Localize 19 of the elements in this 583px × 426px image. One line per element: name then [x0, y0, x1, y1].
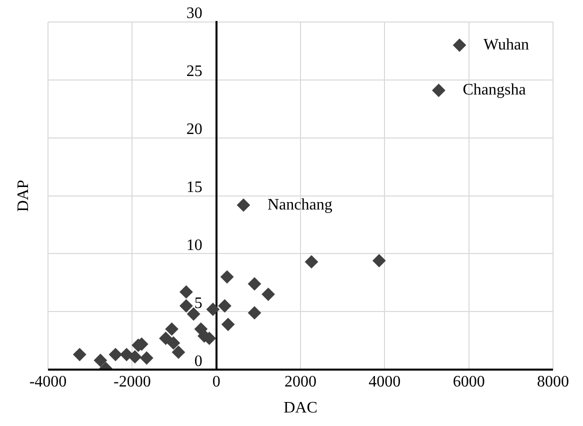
y-tick-label: 5	[194, 294, 202, 312]
y-tick-label: 15	[186, 179, 202, 196]
annotation: Changsha	[462, 82, 526, 99]
y-tick-label: 0	[194, 352, 202, 370]
y-tick-label: 30	[186, 5, 202, 22]
x-tick-label: -2000	[114, 373, 151, 390]
y-tick-label: 10	[186, 236, 202, 254]
y-axis-title: DAP	[15, 180, 32, 212]
y-tick-label: 25	[186, 63, 202, 80]
x-axis-title: DAC	[284, 400, 318, 417]
x-tick-label: 4000	[368, 373, 401, 390]
annotation: Nanchang	[267, 196, 332, 214]
y-tick-label: 20	[186, 121, 202, 138]
x-tick-label: 8000	[537, 373, 569, 390]
x-tick-label: 2000	[284, 373, 316, 390]
annotation: Wuhan	[483, 36, 530, 54]
x-tick-label: -4000	[29, 373, 67, 390]
x-tick-label: 0	[212, 373, 220, 390]
x-tick-label: 6000	[452, 373, 485, 390]
